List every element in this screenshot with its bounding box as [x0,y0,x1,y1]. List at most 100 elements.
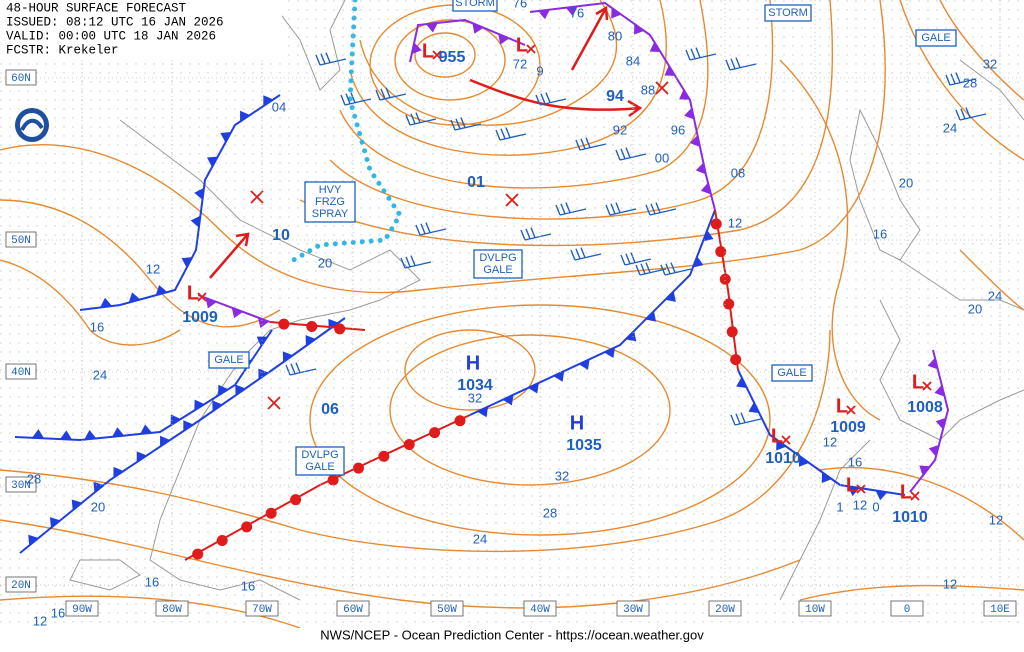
barb-flag [605,204,611,216]
barb-flag [965,107,971,118]
barb-flag [315,54,321,66]
wind-barbs [285,47,987,426]
warning-text: DVLPG [479,252,516,264]
isobar-label: 28 [27,471,41,486]
barb-flag [635,264,641,276]
barb-flag [415,224,421,236]
isobar-label: 32 [555,468,569,483]
lon-label: 60W [343,604,363,616]
lat-label: 50N [11,235,31,247]
isobar-label: 24 [93,367,107,382]
warm-symbol [192,548,204,560]
barb-flag [290,363,296,375]
warning-text: GALE [921,32,950,44]
barb-flag [345,93,351,105]
warm-symbol [719,273,731,285]
lat-label: 30N [11,480,31,492]
barb-flag [405,114,411,126]
isobar-label: 16 [848,454,862,469]
lon-label: 10W [805,604,825,616]
barb-flag [575,248,581,260]
warm-symbol [454,415,466,427]
center-pressure: 1034 [457,377,493,394]
front [469,209,716,416]
lon-label: 50W [437,604,457,616]
cold-symbol [60,430,73,440]
occl-symbol [935,417,946,430]
barb-flag [945,74,951,86]
occl-symbol [537,9,550,20]
barb-flag [460,117,466,128]
lon-label-box [890,600,924,617]
center-symbol: H [570,412,584,434]
warm-symbol [378,450,390,462]
isobar-label: 12 [853,497,867,512]
warm-symbol [710,218,722,230]
barb-flag [730,58,736,70]
cold-symbol [527,382,539,394]
barb-flag [565,202,571,213]
isobar-label: 04 [272,99,286,114]
lon-label: 0 [904,604,911,616]
lat-label-box [5,231,37,248]
barb-flag [455,118,461,130]
warm-symbol [723,298,735,310]
isobar-label: 24 [988,288,1002,303]
occl-symbol [934,384,945,397]
barb-flag [955,109,961,121]
forecast-positions [197,44,932,501]
header-line: VALID: 00:00 UTC 18 JAN 2026 [6,29,216,43]
barb-flag [385,87,391,98]
isobar-label: 76 [513,0,527,10]
center-symbol: L [912,371,924,393]
barb-flag [665,263,671,275]
cold-symbol [263,95,274,107]
cold-symbol [604,347,615,359]
barb-flag [575,139,581,151]
fronts [14,1,950,561]
isobar-label: 12 [146,261,160,276]
warning-text: FRZG [315,196,345,208]
isobar-label: 20 [899,175,913,190]
occl-symbol [679,89,690,100]
cold-symbol [692,256,704,268]
header-line: ISSUED: 08:12 UTC 16 JAN 2026 [6,15,224,29]
lat-label: 20N [11,580,31,592]
cold-symbol [256,336,268,347]
warm-symbol [241,521,253,533]
center-x [197,292,207,302]
barb-flag [340,94,346,106]
warning-text: GALE [483,264,512,276]
center-pressure: 1035 [566,437,602,454]
cold-symbol [847,486,860,497]
warning-text: GALE [214,354,243,366]
center-x [846,405,856,415]
warning-box [915,29,957,47]
isobar-label: 12 [943,576,957,591]
barb-flag [400,257,406,269]
coastlines [69,0,1024,601]
warning-box [473,249,523,279]
barb-flag [570,249,576,261]
barb-flag [615,202,621,213]
x-mark [250,190,264,204]
occl-symbol [649,41,661,53]
lon-label-box [523,600,557,617]
cold-symbol [206,156,218,168]
isobar-label: 24 [943,120,957,135]
cold-symbol [113,466,124,478]
cold-symbol [194,399,205,411]
header-line: FCSTR: Krekeler [6,43,119,57]
occl-symbol [257,317,270,329]
barb-flag [520,229,526,241]
warm-symbol [327,474,339,486]
barb-flag [410,255,416,266]
isobar-label: 20 [318,255,332,270]
cold-symbol [84,430,97,440]
barb-flag [735,57,741,68]
footer-band [0,628,1024,652]
center-pressure: 955 [439,49,466,66]
barb-flag [560,203,566,215]
cold-symbol [502,394,514,406]
